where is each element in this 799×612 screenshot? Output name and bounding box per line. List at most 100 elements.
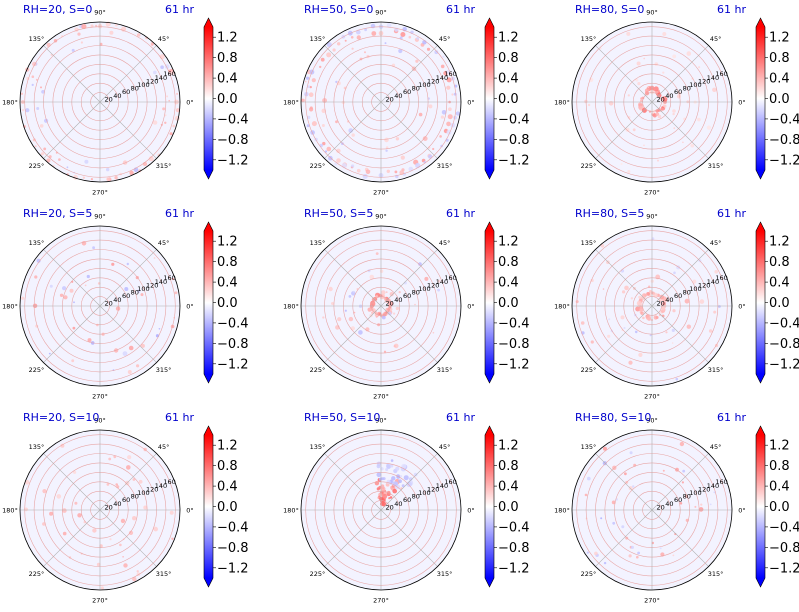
heatmap-cell [127, 370, 132, 374]
heatmap-cell [624, 285, 629, 291]
heatmap-cell [588, 77, 594, 83]
colorbar-tick-label: −1.2 [217, 561, 249, 576]
heatmap-cell [603, 446, 607, 451]
angle-tick-label: 0° [738, 99, 745, 107]
radial-tick-label: 20 [657, 95, 665, 103]
heatmap-cell [713, 491, 716, 494]
heatmap-cell [92, 528, 97, 533]
heatmap-cell [336, 148, 341, 153]
colorbar-tick-label: 0.0 [498, 92, 519, 107]
angle-tick-label: 135° [29, 239, 45, 247]
heatmap-cell [336, 81, 341, 86]
heatmap-cell [632, 485, 635, 488]
heatmap-cell [402, 27, 407, 32]
polar-grid [572, 22, 732, 182]
heatmap-cell [390, 459, 394, 462]
heatmap-cell [400, 32, 406, 37]
colorbar-gradient [204, 27, 213, 170]
heatmap-cell [662, 103, 665, 106]
colorbar-tick-label: 0.4 [217, 276, 238, 291]
radial-tick-label: 60 [403, 88, 411, 96]
heatmap-cell [337, 317, 342, 322]
radial-tick-label: 40 [113, 500, 121, 508]
radial-tick-label: 140 [155, 278, 167, 286]
radial-tick-label: 120 [146, 77, 158, 85]
colorbar-tick-label: 1.2 [498, 439, 519, 454]
heatmap-cell [358, 330, 363, 335]
colorbar-tick-label: 0.0 [769, 500, 790, 515]
angular-gridline [324, 453, 382, 511]
heatmap-cell [114, 176, 118, 180]
heatmap-cell [655, 316, 659, 319]
heatmap-cell [413, 472, 418, 477]
heatmap-cell [672, 54, 677, 59]
heatmap-cell [42, 522, 46, 526]
colorbar-tick-label: 0.0 [498, 296, 519, 311]
heatmap-cell [109, 30, 114, 35]
heatmap-cell [418, 262, 422, 266]
heatmap-cell [332, 48, 336, 52]
colorbar-extend-min [756, 578, 765, 587]
heatmap-cell [126, 262, 129, 266]
radial-tick-label: 100 [137, 489, 149, 497]
heatmap-cell [440, 64, 445, 69]
angle-tick-label: 270° [373, 393, 389, 401]
radial-tick-label: 140 [436, 74, 448, 82]
heatmap-cell [35, 78, 38, 81]
heatmap-cell [81, 23, 87, 30]
heatmap-cell [364, 51, 366, 54]
heatmap-cell [698, 66, 701, 69]
colorbar-outline [203, 425, 214, 588]
colorbar: 1.2 0.8 0.4 0.0 −0.4 −0.8 −1.2 [203, 425, 249, 588]
heatmap-cell [127, 455, 132, 460]
colorbar-outline [755, 17, 766, 180]
heatmap-cell [635, 78, 639, 82]
angle-tick-label: 0° [738, 303, 745, 311]
heatmap-cell [59, 293, 64, 297]
heatmap-cell [381, 315, 386, 320]
angle-tick-label: 180° [283, 99, 299, 107]
colorbar-tick-label: 1.2 [769, 439, 790, 454]
colorbar-tick-label: 1.2 [217, 31, 238, 46]
radial-tick-label: 160 [444, 274, 456, 282]
heatmap-cell [132, 576, 137, 582]
heatmap-cell [627, 170, 631, 173]
heatmap-cell [681, 481, 685, 484]
colorbar-tick-label: −1.2 [769, 357, 799, 372]
angular-gridline [380, 101, 438, 159]
radial-tick-label: 140 [707, 278, 719, 286]
heatmap-cell [381, 503, 385, 507]
colorbar-outline [755, 221, 766, 384]
heatmap-cell [152, 120, 158, 125]
colorbar-tick-label: −0.8 [498, 133, 530, 148]
colorbar-tick-label: −0.4 [217, 112, 249, 127]
heatmap-cell [389, 496, 393, 499]
heatmap-cell [387, 311, 392, 316]
heatmap-cell [176, 92, 179, 95]
heatmap-cell [647, 317, 652, 321]
radial-tick-label: 140 [707, 482, 719, 490]
heatmap-cell [432, 147, 435, 151]
heatmap-cell [46, 158, 51, 163]
heatmap-cell [672, 112, 675, 116]
heatmap-cell [375, 252, 379, 256]
heatmap-cell [428, 154, 433, 159]
angle-tick-label: 225° [310, 570, 326, 578]
heatmap-cell [422, 136, 428, 142]
angle-tick-label: 0° [467, 507, 474, 515]
angle-tick-label: 225° [310, 162, 326, 170]
angle-tick-label: 90° [646, 417, 658, 425]
colorbar-extend-max [756, 426, 765, 435]
heatmap-cell [121, 26, 127, 32]
angle-tick-label: 315° [708, 162, 724, 170]
radial-tick-label: 20 [105, 95, 113, 103]
heatmap-cell [21, 296, 25, 300]
heatmap-cell [624, 472, 627, 476]
colorbar: 1.2 0.8 0.4 0.0 −0.4 −0.8 −1.2 [484, 425, 530, 588]
heatmap-cell [385, 468, 389, 471]
